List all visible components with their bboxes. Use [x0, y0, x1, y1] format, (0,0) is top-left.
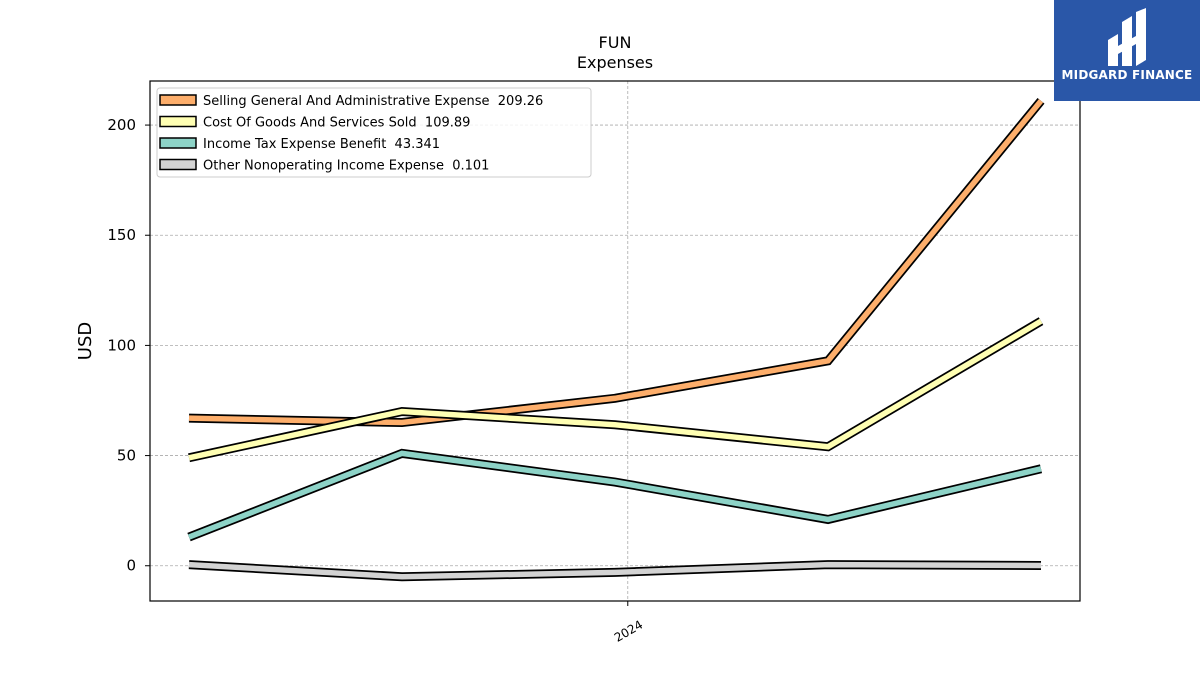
chart-subtitle: Expenses	[577, 53, 653, 72]
legend-swatch	[159, 115, 197, 128]
series-line-3	[188, 561, 1042, 580]
x-axis: 2024	[612, 601, 645, 645]
legend-swatch	[159, 158, 197, 171]
y-axis-label: USD	[75, 322, 96, 360]
legend-swatch	[159, 94, 197, 106]
legend-label: Other Nonoperating Income Expense 0.101	[203, 159, 489, 174]
series-line-2	[187, 450, 1042, 540]
series-line-0	[188, 99, 1044, 426]
legend-series-value: 0.101	[444, 159, 489, 174]
x-tick-label: 2024	[612, 617, 645, 644]
legend-series-value: 109.89	[417, 116, 471, 131]
legend-series-name: Cost Of Goods And Services Sold	[203, 116, 417, 131]
logo-mark-icon	[1108, 8, 1146, 66]
y-axis: 0 50 100 150 200	[107, 116, 150, 575]
series-line-outline-2	[187, 448, 1043, 542]
midgard-finance-logo: MIDGARD FINANCE	[1054, 0, 1200, 101]
legend-series-name: Income Tax Expense Benefit	[203, 137, 386, 152]
series-group	[187, 97, 1045, 582]
legend-label: Selling General And Administrative Expen…	[203, 94, 543, 109]
legend: Selling General And Administrative Expen…	[156, 87, 592, 178]
plot-frame	[149, 80, 1081, 602]
y-tick-label: 200	[107, 116, 136, 134]
legend-series-name: Other Nonoperating Income Expense	[203, 159, 444, 174]
y-tick-label: 150	[107, 226, 136, 244]
legend-series-value: 209.26	[490, 94, 544, 109]
series-line-outline-1	[188, 317, 1044, 463]
chart-title: FUN	[599, 33, 632, 52]
legend-series-value: 43.341	[386, 137, 440, 152]
y-tick-label: 100	[107, 336, 136, 354]
legend-series-name: Selling General And Administrative Expen…	[203, 94, 490, 109]
y-tick-label: 50	[117, 447, 136, 465]
legend-box	[156, 87, 592, 178]
legend-label: Cost Of Goods And Services Sold 109.89	[203, 116, 470, 131]
y-tick-label: 0	[126, 557, 136, 575]
logo-text: MIDGARD FINANCE	[1061, 68, 1193, 82]
legend-label: Income Tax Expense Benefit 43.341	[203, 137, 440, 152]
legend-swatch	[159, 137, 197, 149]
series-line-1	[188, 318, 1043, 461]
